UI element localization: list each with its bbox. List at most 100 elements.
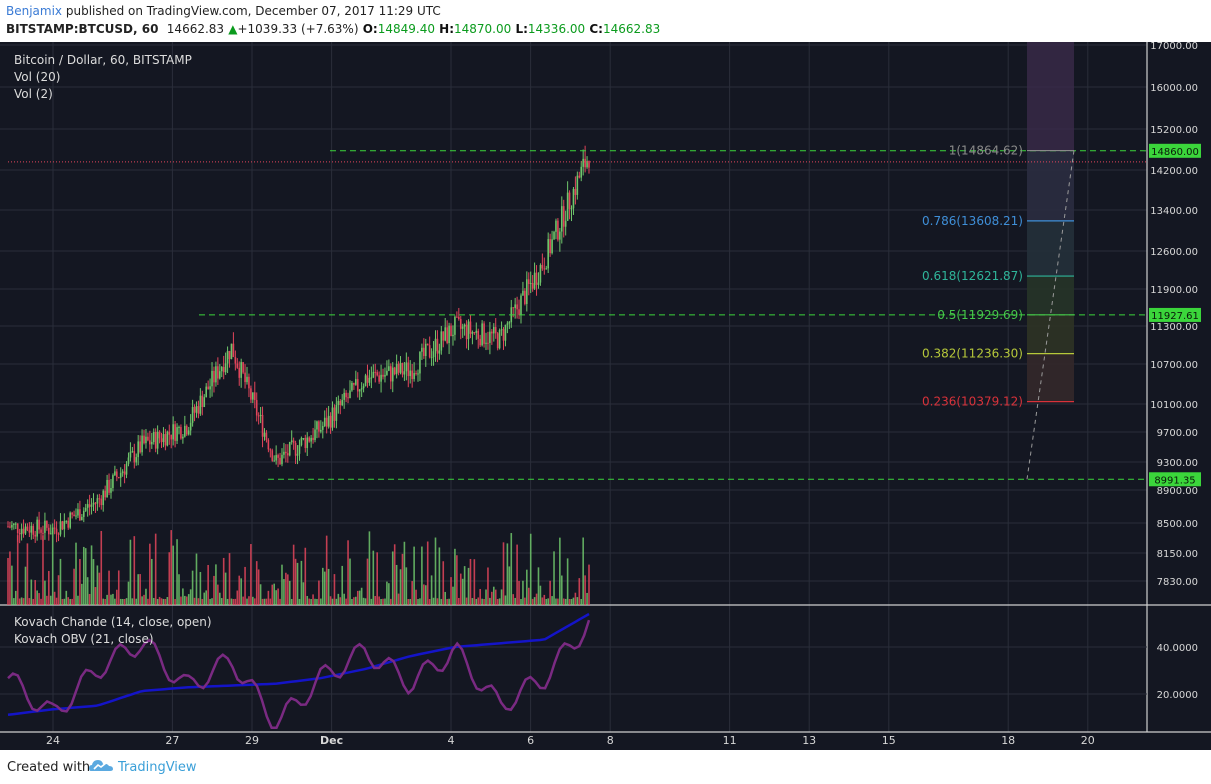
volume-bar: [250, 544, 252, 605]
close-value: 14662.83: [602, 22, 661, 36]
candle-body: [156, 431, 159, 449]
candle-body: [55, 528, 58, 534]
volume-bar: [333, 574, 336, 605]
candle-body: [94, 502, 97, 504]
candle-body: [492, 326, 495, 334]
x-tick-label: 11: [723, 734, 737, 747]
candle-body: [63, 521, 66, 530]
volume-bar: [90, 545, 93, 605]
y-tick-label: 7830.00: [1157, 577, 1198, 588]
volume-bar: [267, 590, 270, 605]
candle-body: [84, 507, 87, 511]
volume-bar: [312, 594, 314, 605]
candle-body: [257, 415, 260, 417]
candle-body: [30, 525, 33, 533]
candle-body: [436, 338, 439, 354]
candle-body: [442, 331, 445, 341]
volume-bar: [61, 598, 64, 605]
volume-bar: [537, 567, 540, 605]
candle-body: [516, 304, 518, 310]
tradingview-link[interactable]: TradingView: [118, 760, 197, 775]
footer: Created with TradingView: [0, 750, 1211, 784]
candle-body: [321, 426, 324, 430]
candle-body: [53, 527, 56, 529]
volume-bar: [127, 581, 130, 605]
candle-body: [205, 386, 208, 398]
volume-bar: [388, 583, 390, 605]
volume-bar: [137, 574, 139, 605]
volume-bar: [18, 598, 21, 605]
candle-body: [228, 351, 231, 360]
chande-line: [7, 619, 591, 729]
volume-bar: [255, 561, 258, 605]
volume-bar: [269, 598, 272, 605]
volume-bar: [320, 598, 322, 605]
volume-bar: [529, 533, 532, 605]
fib-ext-zone: [1027, 42, 1074, 151]
volume-bar: [586, 592, 588, 605]
volume-bar: [182, 588, 184, 605]
fib-levels[interactable]: 1(14864.62) 0.786(13608.21) 0.618(12621.87…: [922, 144, 1075, 480]
candle-body: [506, 323, 509, 325]
volume-bar: [116, 589, 118, 605]
candle-body: [578, 175, 581, 178]
candle-body: [368, 377, 371, 383]
candle-body: [347, 397, 349, 399]
volume-bar: [129, 539, 132, 605]
volume-bar: [108, 570, 110, 605]
candle-body: [465, 324, 468, 340]
volume-bar: [75, 542, 77, 605]
candle-body: [106, 479, 108, 498]
volume-bar: [543, 594, 546, 605]
candle-body: [531, 283, 534, 289]
volume-bar: [302, 582, 305, 605]
chart-canvas[interactable]: 14860.00 11927.61 8991.35 1(14864.62) 0.786…: [0, 42, 1211, 750]
volume-bar: [432, 597, 435, 605]
candle-body: [522, 290, 524, 296]
volume-bar: [535, 593, 538, 605]
y-tick-label: 9300.00: [1157, 458, 1198, 469]
candle-body: [178, 427, 180, 429]
candle-body: [16, 523, 19, 534]
candle-body: [434, 338, 437, 352]
author-link[interactable]: Benjamix: [6, 4, 63, 18]
x-tick-label: 6: [527, 734, 534, 747]
volume-bar: [184, 595, 186, 605]
candle-body: [566, 192, 569, 221]
horizontal-levels[interactable]: 14860.00 11927.61 8991.35: [199, 143, 1201, 487]
candle-body: [372, 371, 375, 378]
volume-bar: [100, 530, 103, 605]
volume-bar: [316, 598, 318, 605]
candle-body: [444, 327, 447, 341]
candle-body: [281, 454, 283, 465]
volume-bar: [494, 589, 497, 605]
volume-bar: [290, 598, 293, 605]
y-tick-label: 14200.00: [1150, 166, 1198, 177]
candle-body: [294, 442, 297, 456]
candle-body: [549, 239, 551, 254]
price-axis[interactable]: [1147, 42, 1211, 750]
volume-bar: [424, 585, 427, 605]
tradingview-logo-icon[interactable]: [88, 757, 114, 775]
volume-bar: [96, 565, 99, 605]
volume-bar: [461, 578, 464, 605]
published-text: published on TradingView.com, December 0…: [62, 4, 441, 18]
candle-body: [397, 363, 400, 373]
volume-bar: [22, 598, 25, 605]
candle-body: [244, 372, 246, 383]
volume-bar: [281, 564, 283, 605]
volume-bar: [195, 553, 198, 605]
volume-bar: [364, 598, 367, 605]
candle-body: [430, 357, 433, 359]
y-tick-label: 9700.00: [1157, 428, 1198, 439]
volume-bar: [51, 530, 54, 605]
candle-body: [335, 405, 338, 421]
volume-bar: [469, 558, 472, 605]
candle-body: [195, 406, 198, 413]
y-tick-label: 16000.00: [1150, 83, 1198, 94]
candle-body: [96, 498, 99, 504]
study-vol2: Vol (2): [14, 87, 53, 101]
volume-bar: [386, 581, 388, 605]
candle-body: [24, 526, 27, 534]
candle-body: [302, 438, 305, 440]
